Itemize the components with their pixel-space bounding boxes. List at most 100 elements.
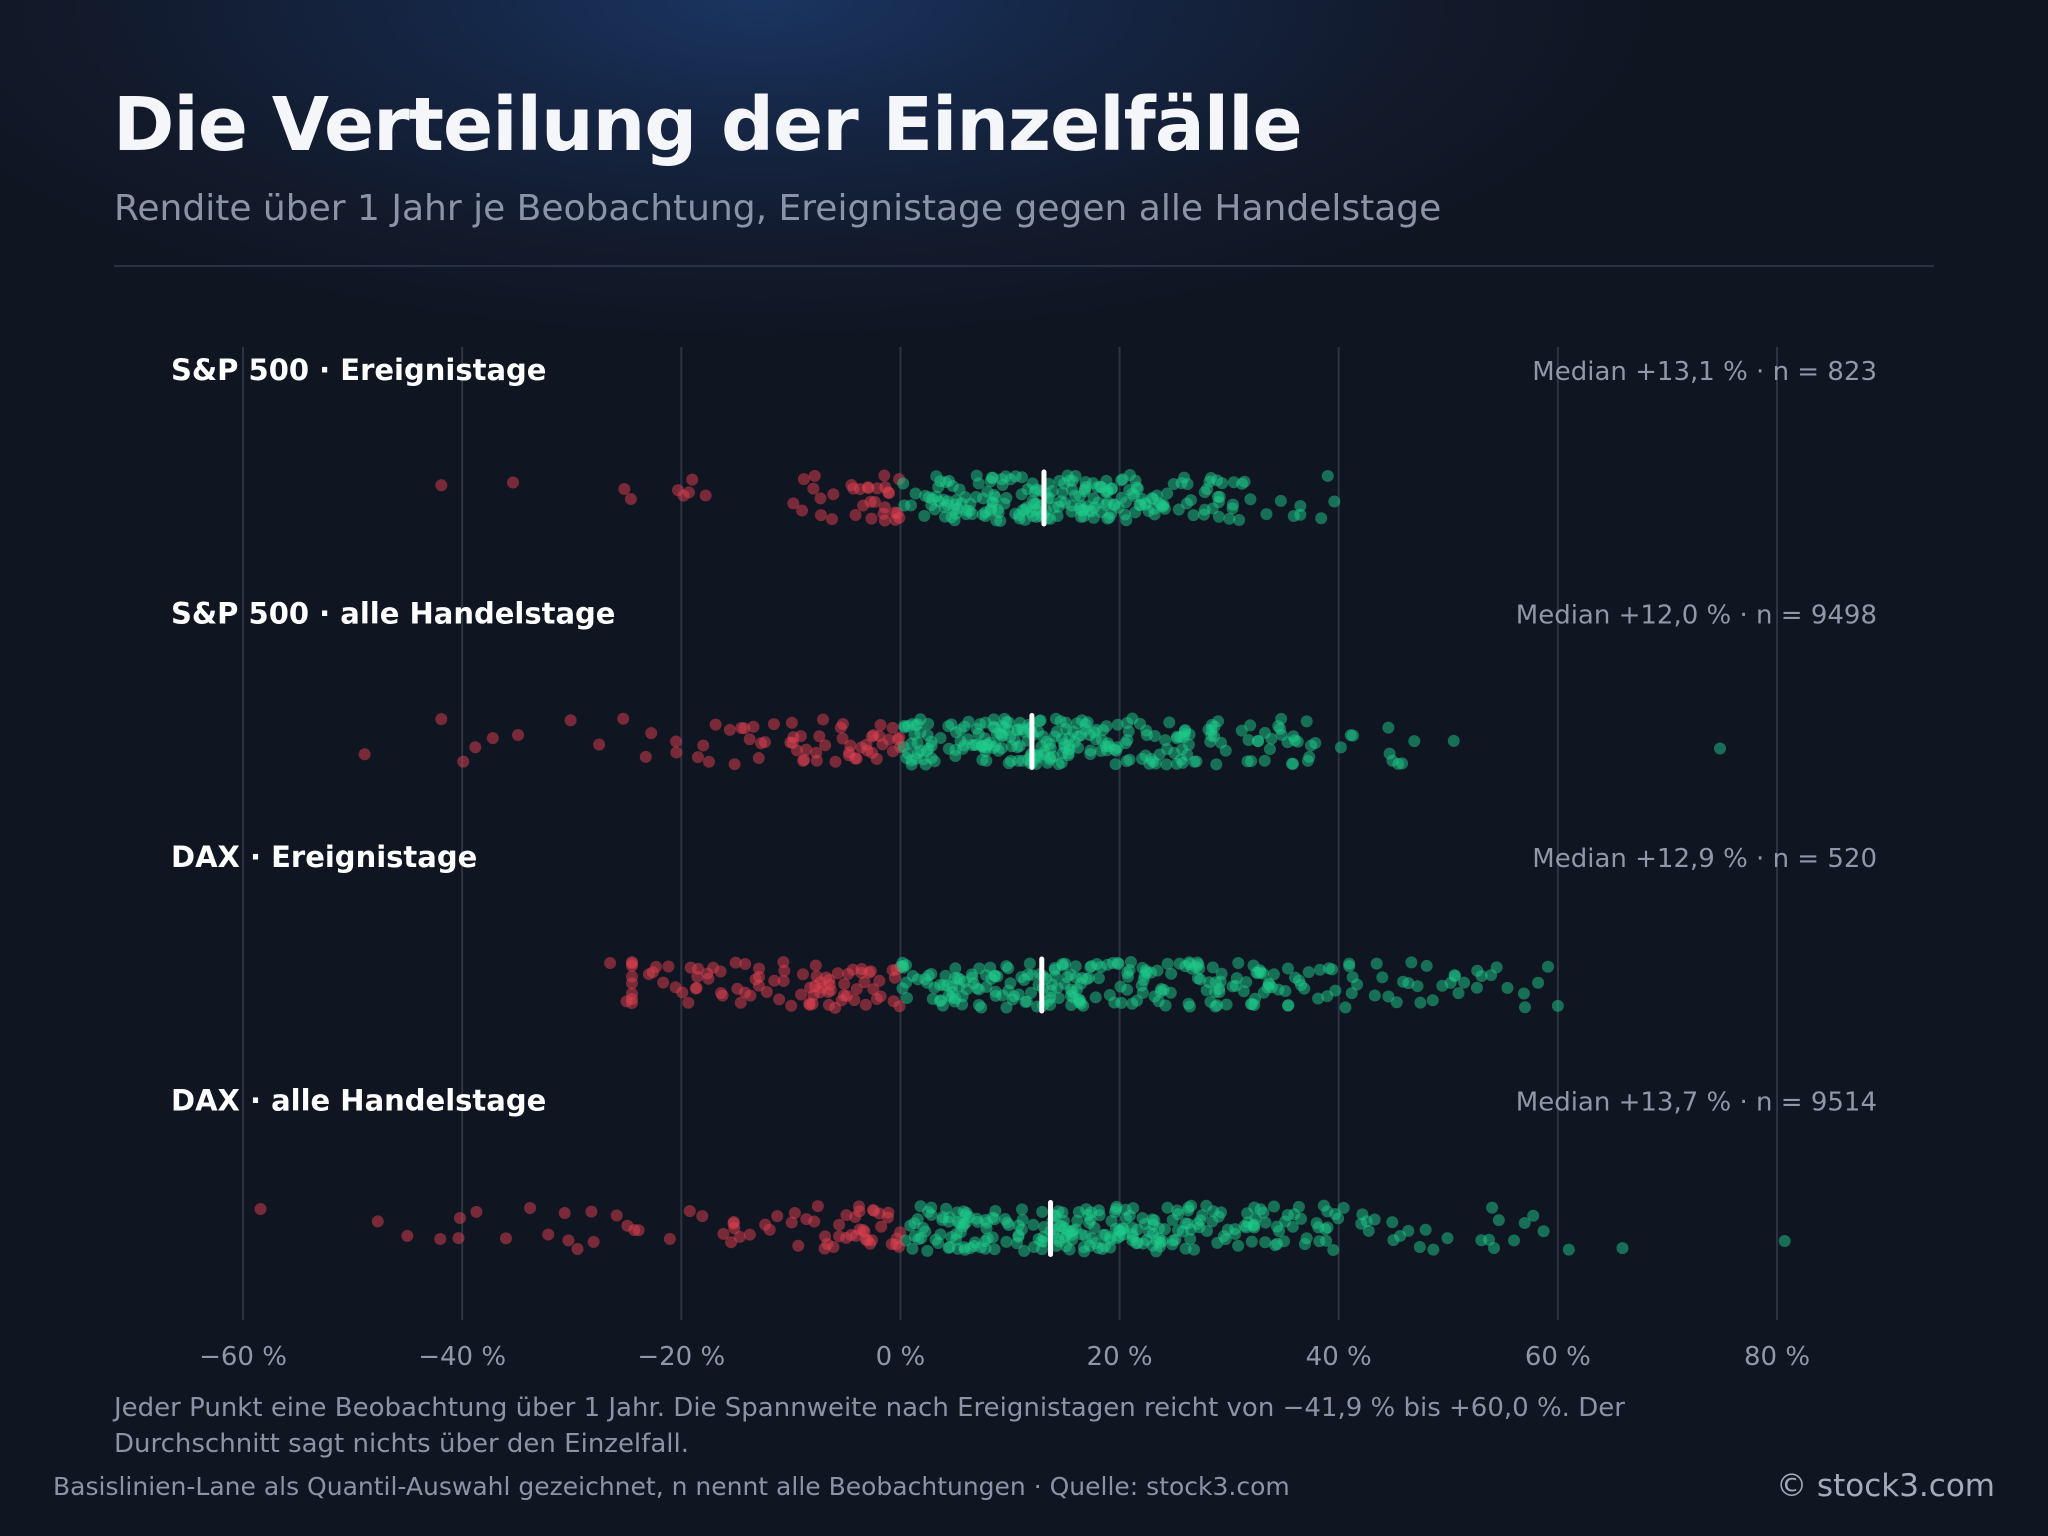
data-point [1148, 730, 1161, 743]
data-point [850, 752, 863, 765]
data-point [949, 962, 962, 975]
data-point [968, 1239, 981, 1252]
data-point [867, 1204, 880, 1217]
data-point [778, 964, 791, 977]
data-point [1230, 972, 1243, 985]
data-point [1085, 505, 1098, 518]
data-point [1312, 1221, 1325, 1234]
data-point [1154, 985, 1167, 998]
data-point [989, 985, 1002, 998]
lane: S&P 500 · alle Handelstage Median +12,0 %… [171, 597, 1877, 771]
data-point [1002, 757, 1015, 770]
data-point [1236, 477, 1249, 490]
data-point [926, 992, 939, 1005]
data-point [1094, 961, 1107, 974]
data-point [723, 723, 736, 736]
data-point [900, 991, 913, 1004]
lane-stat: Median +13,7 % · n = 9514 [1516, 1088, 1877, 1118]
data-point [798, 753, 811, 766]
data-point [1056, 957, 1069, 970]
x-tick-label: −20 % [637, 1342, 725, 1372]
data-point [371, 1215, 384, 1228]
data-point [1229, 1223, 1242, 1236]
data-point [954, 734, 967, 747]
data-point [844, 739, 857, 752]
data-point [1261, 981, 1274, 994]
data-point [682, 996, 695, 1009]
data-point [1161, 1201, 1174, 1214]
data-point [625, 970, 638, 983]
data-point [1183, 1000, 1196, 1013]
data-point [1181, 478, 1194, 491]
x-tick-label: 20 % [1087, 1342, 1153, 1372]
data-point [683, 1205, 696, 1218]
data-point [905, 754, 918, 767]
header-divider [114, 265, 1934, 267]
data-point [562, 1234, 575, 1247]
data-point [739, 957, 752, 970]
data-point [1033, 714, 1046, 727]
data-point [1254, 1203, 1267, 1216]
data-point [1206, 961, 1219, 974]
data-point [836, 732, 849, 745]
data-point [1291, 735, 1304, 748]
data-point [1285, 757, 1298, 770]
data-point [948, 972, 961, 985]
data-point [1070, 717, 1083, 730]
data-point [785, 999, 798, 1012]
data-point [1100, 498, 1113, 511]
data-point [1179, 1242, 1192, 1255]
data-point [1063, 1243, 1076, 1256]
data-point [1204, 472, 1217, 485]
lane-dots [604, 956, 1564, 1014]
data-point [1551, 999, 1564, 1012]
data-point [1408, 735, 1421, 748]
data-point [1204, 995, 1217, 1008]
data-point [1083, 729, 1096, 742]
data-point [813, 730, 826, 743]
data-point [919, 489, 932, 502]
data-point [768, 974, 781, 987]
data-point [985, 471, 998, 484]
data-point [727, 1217, 740, 1230]
data-point [1002, 1218, 1015, 1231]
data-point [1163, 716, 1176, 729]
data-point [669, 981, 682, 994]
source-note: Basislinien-Lane als Quantil-Auswahl gez… [53, 1472, 1290, 1501]
data-point [1282, 999, 1295, 1012]
data-point [934, 978, 947, 991]
data-point [1458, 976, 1471, 989]
data-point [734, 996, 747, 1009]
data-point [1166, 1213, 1179, 1226]
data-point [1120, 514, 1133, 527]
data-point [1483, 1233, 1496, 1246]
data-point [1008, 733, 1021, 746]
data-point [994, 514, 1007, 527]
data-point [1043, 753, 1056, 766]
data-point [810, 746, 823, 759]
data-point [870, 752, 883, 765]
data-point [1426, 994, 1439, 1007]
data-point [1004, 977, 1017, 990]
data-point [434, 1233, 447, 1246]
data-point [1293, 974, 1306, 987]
data-point [1402, 977, 1415, 990]
data-point [1194, 1214, 1207, 1227]
data-point [970, 722, 983, 735]
data-point [1778, 1234, 1791, 1247]
x-tick-label: 80 % [1744, 1342, 1810, 1372]
data-point [571, 1242, 584, 1255]
data-point [1278, 1235, 1291, 1248]
data-point [777, 956, 790, 969]
data-point [921, 729, 934, 742]
data-point [840, 1209, 853, 1222]
data-point [1616, 1242, 1629, 1255]
data-point [1303, 750, 1316, 763]
data-point [1071, 741, 1084, 754]
data-point [610, 1209, 623, 1222]
data-point [499, 1232, 512, 1245]
data-point [1079, 718, 1092, 731]
data-point [1281, 962, 1294, 975]
data-point [810, 970, 823, 983]
data-point [469, 741, 482, 754]
